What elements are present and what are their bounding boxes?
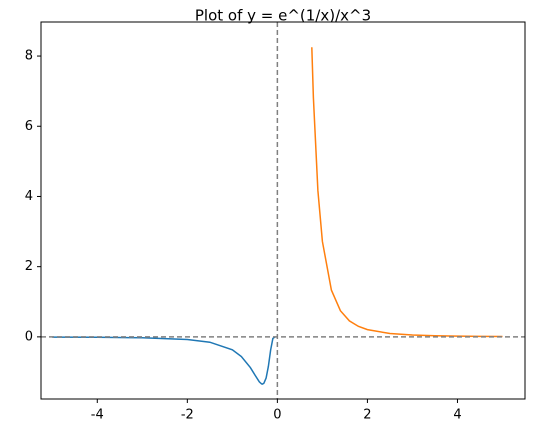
y-tick-label: 0 — [25, 329, 33, 344]
x-tick-label: -4 — [91, 408, 104, 423]
y-tick-label: 8 — [25, 49, 33, 64]
x-tick-label: 4 — [453, 408, 461, 423]
x-tick-label: 0 — [273, 408, 281, 423]
line-series — [52, 336, 276, 385]
x-tick-label: 2 — [363, 408, 371, 423]
y-tick-label: 2 — [25, 259, 33, 274]
y-tick-label: 6 — [25, 119, 33, 134]
y-tick-label: 4 — [25, 189, 33, 204]
line-series — [311, 47, 503, 338]
chart-title: Plot of y = e^(1/x)/x^3 — [195, 7, 371, 25]
plot-frame — [40, 21, 526, 400]
x-tick-label: -2 — [181, 408, 194, 423]
